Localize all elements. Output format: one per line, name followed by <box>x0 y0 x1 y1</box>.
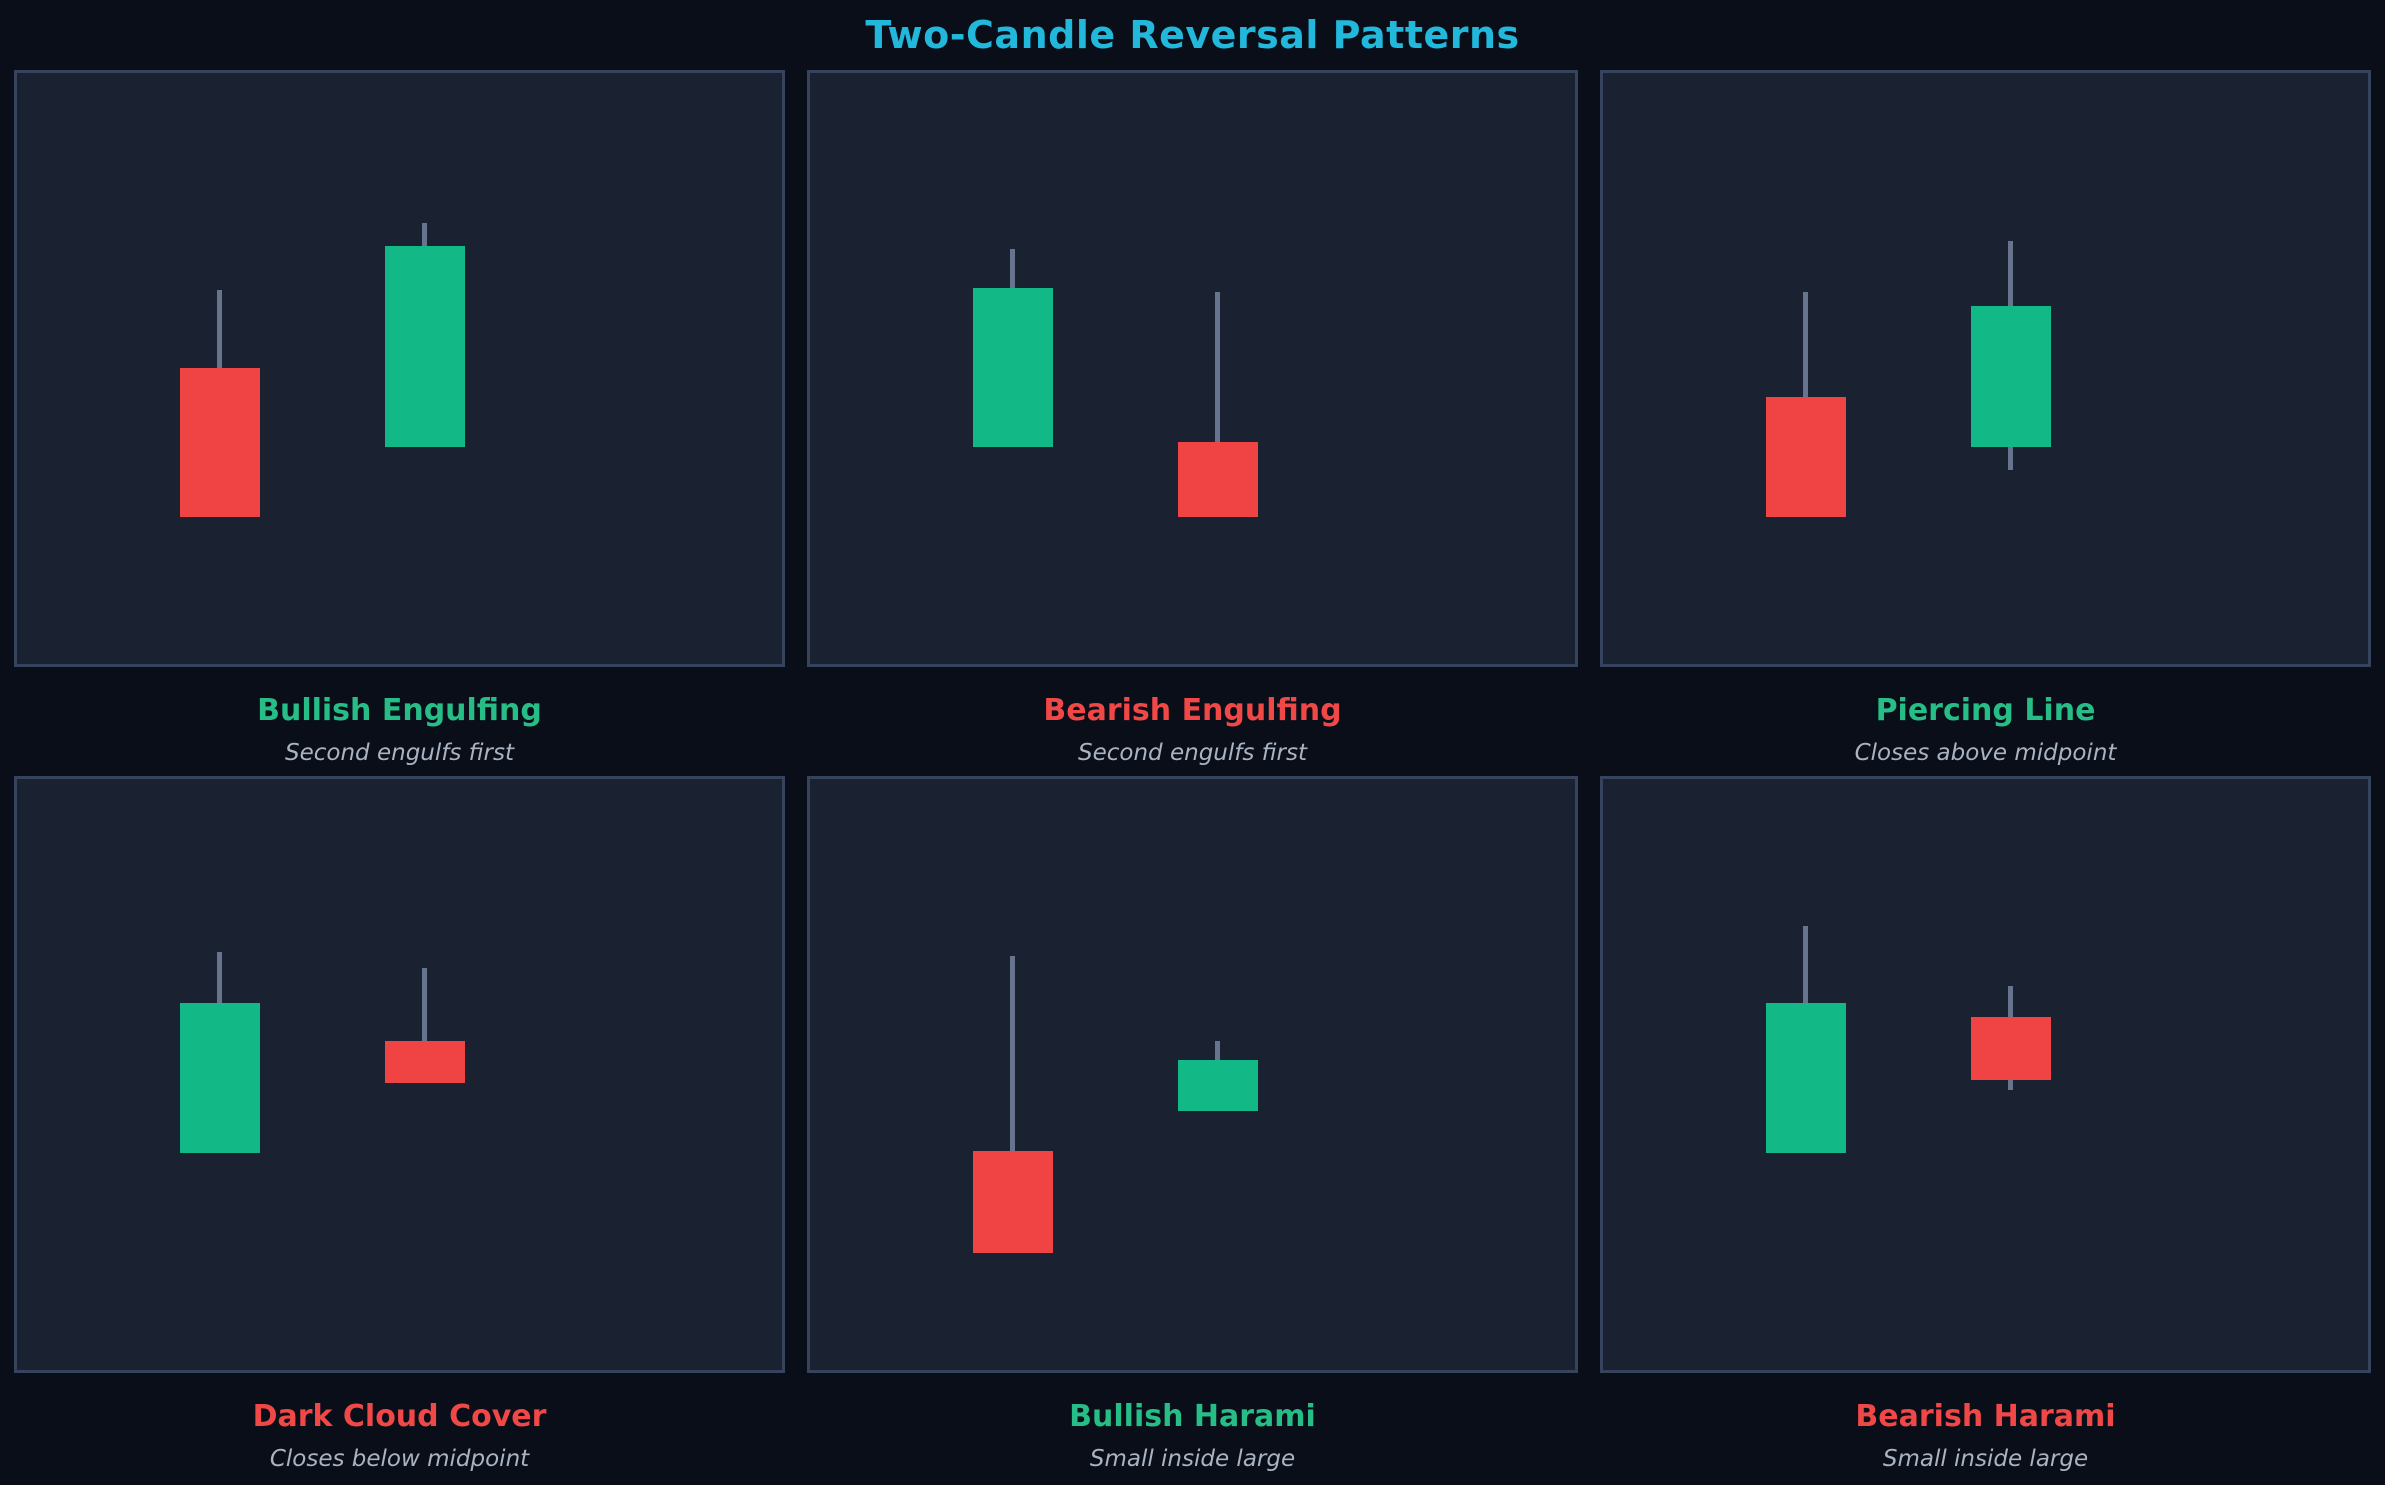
pattern-grid: Bullish Engulfing Second engulfs first B… <box>0 70 2385 1482</box>
candle-wick <box>1010 956 1016 1253</box>
figure-header: Two-Candle Reversal Patterns <box>0 0 2385 70</box>
pattern-name: Piercing Line <box>1875 693 2096 728</box>
pattern-description: Small inside large <box>1089 1445 1296 1472</box>
candle-body-bearish <box>1765 396 1846 518</box>
pattern-cell-piercing-line: Piercing Line Closes above midpoint <box>1600 70 2371 776</box>
pattern-name: Bullish Harami <box>1069 1399 1316 1434</box>
pattern-cell-bearish-engulfing: Bearish Engulfing Second engulfs first <box>807 70 1578 776</box>
pattern-cell-bearish-harami: Bearish Harami Small inside large <box>1600 776 2371 1482</box>
candle-body-bearish <box>179 367 260 518</box>
candle-body-bullish <box>1970 306 2051 448</box>
panel-bearish-engulfing <box>807 70 1578 667</box>
candle-body-bearish <box>384 1041 465 1083</box>
candle-body-bearish <box>972 1150 1053 1253</box>
candle-body-bullish <box>972 288 1053 448</box>
caption: Bearish Engulfing Second engulfs first <box>807 667 1578 776</box>
candle-body-bearish <box>1970 1016 2051 1080</box>
candle-body-bullish <box>1765 1002 1846 1153</box>
pattern-name: Bearish Engulfing <box>1043 693 1342 728</box>
panel-bullish-harami <box>807 776 1578 1373</box>
pattern-description: Second engulfs first <box>1078 739 1307 766</box>
caption: Bullish Engulfing Second engulfs first <box>14 667 785 776</box>
pattern-name: Bullish Engulfing <box>257 693 542 728</box>
candle-body-bullish <box>1177 1059 1258 1111</box>
candle-wick <box>1215 291 1221 518</box>
pattern-description: Closes above midpoint <box>1854 739 2117 766</box>
pattern-cell-bullish-harami: Bullish Harami Small inside large <box>807 776 1578 1482</box>
pattern-cell-bullish-engulfing: Bullish Engulfing Second engulfs first <box>14 70 785 776</box>
page-title: Two-Candle Reversal Patterns <box>865 13 1520 57</box>
caption: Bearish Harami Small inside large <box>1600 1373 2371 1482</box>
candle-wick <box>422 967 428 1083</box>
candle-body-bullish <box>384 245 465 448</box>
pattern-cell-dark-cloud-cover: Dark Cloud Cover Closes below midpoint <box>14 776 785 1482</box>
caption: Piercing Line Closes above midpoint <box>1600 667 2371 776</box>
caption: Bullish Harami Small inside large <box>807 1373 1578 1482</box>
pattern-name: Bearish Harami <box>1855 1399 2116 1434</box>
panel-dark-cloud-cover <box>14 776 785 1373</box>
pattern-description: Small inside large <box>1882 1445 2089 1472</box>
panel-bearish-harami <box>1600 776 2371 1373</box>
pattern-name: Dark Cloud Cover <box>252 1399 547 1434</box>
panel-piercing-line <box>1600 70 2371 667</box>
candle-body-bullish <box>179 1002 260 1153</box>
caption: Dark Cloud Cover Closes below midpoint <box>14 1373 785 1482</box>
pattern-description: Second engulfs first <box>285 739 514 766</box>
candle-body-bearish <box>1177 442 1258 518</box>
pattern-description: Closes below midpoint <box>269 1445 530 1472</box>
panel-bullish-engulfing <box>14 70 785 667</box>
